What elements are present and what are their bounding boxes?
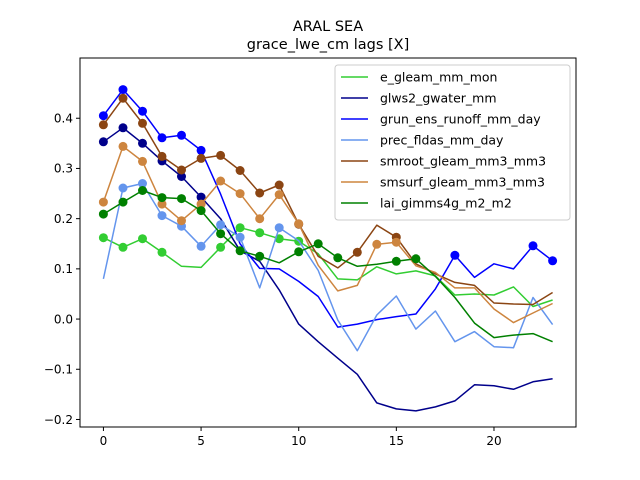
x-tick-label-10: 10	[291, 434, 306, 448]
data-point-lai_gimms4g_m2_m2-16	[411, 254, 421, 264]
data-point-smsurf_gleam_mm3_mm3-3	[157, 199, 167, 209]
data-point-grun_ens_runoff_mm_day-0	[98, 111, 108, 121]
x-tick-label-5: 5	[197, 434, 205, 448]
data-point-smsurf_gleam_mm3_mm3-14	[372, 239, 382, 249]
data-point-grun_ens_runoff_mm_day-23	[548, 256, 558, 266]
data-point-e_gleam_mm_mon-1	[118, 242, 128, 252]
data-point-lai_gimms4g_m2_m2-8	[255, 251, 265, 261]
x-tick-label-15: 15	[389, 434, 404, 448]
data-point-e_gleam_mm_mon-7	[235, 223, 245, 233]
y-tick-label-5: 0.3	[54, 162, 73, 176]
data-point-prec_fldas_mm_day-5	[196, 241, 206, 251]
data-point-lai_gimms4g_m2_m2-10	[294, 247, 304, 257]
legend-label-grun_ens_runoff_mm_day: grun_ens_runoff_mm_day	[380, 112, 541, 127]
plot-series	[98, 85, 558, 412]
data-point-lai_gimms4g_m2_m2-5	[196, 206, 206, 216]
data-point-smsurf_gleam_mm3_mm3-4	[177, 216, 186, 226]
y-tick-label-1: −0.1	[44, 363, 73, 377]
data-point-smroot_gleam_mm3_mm3-6	[216, 150, 226, 160]
data-point-prec_fldas_mm_day-9	[274, 223, 284, 233]
y-tick-label-0: −0.2	[44, 413, 73, 427]
data-point-prec_fldas_mm_day-2	[138, 179, 147, 188]
legend-label-prec_fldas_mm_day: prec_fldas_mm_day	[380, 133, 504, 148]
data-point-smroot_gleam_mm3_mm3-1	[118, 93, 128, 103]
data-point-glws2_gwater_mm-2	[138, 138, 147, 148]
legend-label-smroot_gleam_mm3_mm3: smroot_gleam_mm3_mm3	[380, 154, 546, 169]
y-tick-label-3: 0.1	[54, 262, 73, 276]
data-point-glws2_gwater_mm-4	[177, 172, 186, 181]
data-point-smsurf_gleam_mm3_mm3-15	[391, 237, 401, 247]
x-tick-label-20: 20	[486, 434, 501, 448]
data-point-e_gleam_mm_mon-8	[255, 228, 265, 238]
data-point-e_gleam_mm_mon-6	[216, 242, 226, 252]
data-point-e_gleam_mm_mon-2	[138, 234, 147, 244]
plot-frame	[79, 57, 577, 428]
legend-label-smsurf_gleam_mm3_mm3: smsurf_gleam_mm3_mm3	[380, 175, 545, 190]
y-tick-label-4: 0.2	[54, 212, 73, 226]
data-point-smroot_gleam_mm3_mm3-8	[255, 188, 265, 198]
data-point-lai_gimms4g_m2_m2-11	[313, 239, 323, 249]
data-point-smroot_gleam_mm3_mm3-4	[177, 165, 186, 175]
data-point-grun_ens_runoff_mm_day-2	[138, 106, 147, 116]
data-point-smsurf_gleam_mm3_mm3-10	[294, 219, 304, 229]
data-point-prec_fldas_mm_day-1	[118, 183, 128, 193]
data-point-smsurf_gleam_mm3_mm3-0	[98, 197, 108, 207]
data-point-prec_fldas_mm_day-3	[157, 211, 167, 221]
data-point-smroot_gleam_mm3_mm3-0	[98, 120, 108, 130]
data-point-e_gleam_mm_mon-0	[98, 233, 108, 243]
data-point-glws2_gwater_mm-0	[98, 137, 108, 147]
data-point-grun_ens_runoff_mm_day-22	[528, 241, 538, 251]
data-point-lai_gimms4g_m2_m2-15	[391, 256, 401, 266]
data-point-smsurf_gleam_mm3_mm3-2	[138, 156, 147, 166]
legend-label-lai_gimms4g_m2_m2: lai_gimms4g_m2_m2	[380, 196, 512, 211]
data-point-lai_gimms4g_m2_m2-1	[118, 197, 128, 207]
data-point-lai_gimms4g_m2_m2-3	[157, 193, 167, 203]
data-point-smsurf_gleam_mm3_mm3-7	[235, 189, 245, 199]
chart-title: ARAL SEA	[293, 19, 363, 35]
data-point-smsurf_gleam_mm3_mm3-5	[196, 199, 206, 209]
data-point-grun_ens_runoff_mm_day-1	[118, 85, 128, 95]
legend-label-e_gleam_mm_mon: e_gleam_mm_mon	[380, 70, 497, 85]
data-point-lai_gimms4g_m2_m2-6	[216, 229, 226, 239]
data-point-smsurf_gleam_mm3_mm3-9	[274, 190, 284, 200]
data-point-smsurf_gleam_mm3_mm3-6	[216, 176, 226, 186]
data-point-lai_gimms4g_m2_m2-2	[138, 186, 147, 195]
y-tick-label-6: 0.4	[54, 112, 73, 126]
data-point-smroot_gleam_mm3_mm3-7	[235, 166, 245, 175]
data-point-glws2_gwater_mm-5	[196, 192, 206, 202]
data-point-prec_fldas_mm_day-6	[216, 220, 226, 230]
data-point-smsurf_gleam_mm3_mm3-1	[118, 141, 128, 151]
data-point-grun_ens_runoff_mm_day-18	[450, 250, 460, 260]
data-point-glws2_gwater_mm-1	[118, 123, 128, 133]
data-point-smroot_gleam_mm3_mm3-13	[352, 247, 362, 257]
legend-label-glws2_gwater_mm: glws2_gwater_mm	[380, 91, 497, 106]
data-point-lai_gimms4g_m2_m2-7	[235, 246, 245, 256]
data-point-smroot_gleam_mm3_mm3-5	[196, 153, 206, 163]
chart-subtitle: grace_lwe_cm lags [X]	[247, 37, 410, 53]
data-point-grun_ens_runoff_mm_day-4	[177, 130, 186, 140]
y-tick-label-2: 0.0	[54, 312, 73, 326]
data-point-e_gleam_mm_mon-3	[157, 247, 167, 257]
y-axis: −0.2 −0.1 0.0 0.1 0.2 0.3 0.4	[44, 112, 80, 427]
data-point-lai_gimms4g_m2_m2-4	[177, 194, 186, 204]
data-point-grun_ens_runoff_mm_day-3	[157, 133, 167, 143]
x-axis: 0 5 10 15 20	[100, 427, 502, 448]
data-point-smroot_gleam_mm3_mm3-2	[138, 118, 147, 128]
legend: e_gleam_mm_mon glws2_gwater_mm grun_ens_ru…	[334, 64, 571, 221]
data-point-smroot_gleam_mm3_mm3-3	[157, 151, 167, 161]
data-point-smsurf_gleam_mm3_mm3-8	[255, 214, 265, 224]
data-point-smroot_gleam_mm3_mm3-9	[274, 180, 284, 190]
data-point-prec_fldas_mm_day-7	[235, 232, 245, 242]
series-line-e_gleam_mm_mon	[103, 226, 553, 308]
data-point-grun_ens_runoff_mm_day-5	[196, 145, 206, 155]
x-tick-label-0: 0	[100, 434, 108, 448]
data-point-lai_gimms4g_m2_m2-12	[333, 253, 343, 263]
legend-box	[334, 64, 571, 221]
data-point-lai_gimms4g_m2_m2-0	[98, 209, 108, 219]
